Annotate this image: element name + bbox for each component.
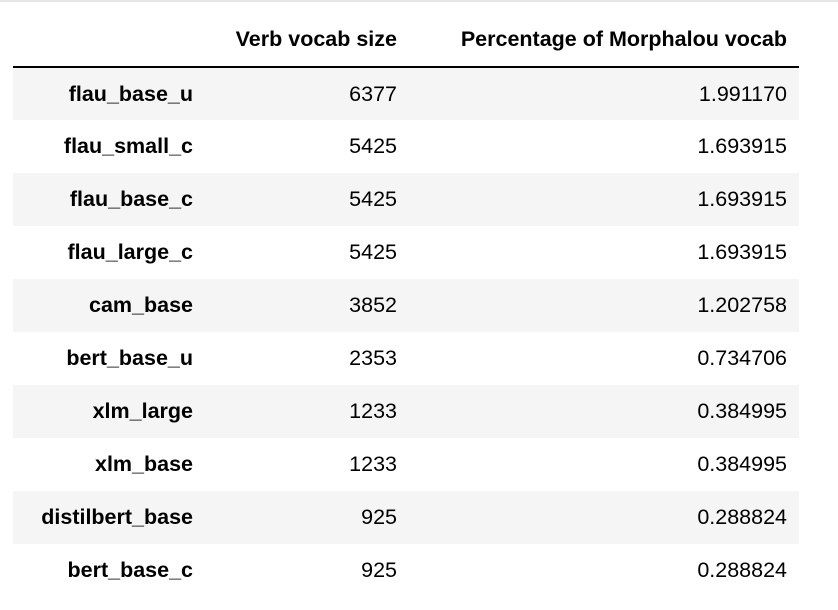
cell-percentage: 1.693915 xyxy=(697,240,787,264)
table-row: flau_base_u 6377 1.991170 xyxy=(13,67,799,120)
row-index: flau_base_c xyxy=(69,187,193,211)
cell-percentage: 1.693915 xyxy=(697,134,787,158)
table-row: bert_base_c 925 0.288824 xyxy=(13,544,799,597)
header-row: Verb vocab size Percentage of Morphalou … xyxy=(13,13,799,68)
row-index: bert_base_c xyxy=(67,558,194,582)
table-row: flau_small_c 5425 1.693915 xyxy=(13,120,799,173)
cell-percentage: 0.384995 xyxy=(697,452,787,476)
table-row: bert_base_u 2353 0.734706 xyxy=(13,332,799,385)
row-index: xlm_large xyxy=(92,399,193,423)
row-index: flau_base_u xyxy=(68,81,193,106)
table-row: flau_base_c 5425 1.693915 xyxy=(13,173,799,226)
row-index: flau_large_c xyxy=(67,240,193,264)
table-row: xlm_base 1233 0.384995 xyxy=(13,438,799,491)
table-row: cam_base 3852 1.202758 xyxy=(13,279,799,332)
cell-percentage: 0.734706 xyxy=(697,346,787,370)
dataframe-table: Verb vocab size Percentage of Morphalou … xyxy=(13,13,799,597)
cell-verb-vocab-size: 1233 xyxy=(349,399,397,423)
cell-percentage: 1.991170 xyxy=(698,81,787,106)
cell-verb-vocab-size: 5425 xyxy=(349,240,397,264)
row-index: flau_small_c xyxy=(63,134,193,158)
table-row: flau_large_c 5425 1.693915 xyxy=(13,226,799,279)
header-percentage: Percentage of Morphalou vocab xyxy=(409,13,799,68)
header-verb-vocab-size: Verb vocab size xyxy=(205,13,409,68)
cell-verb-vocab-size: 3852 xyxy=(349,293,397,317)
cell-percentage: 0.384995 xyxy=(697,399,787,423)
cell-percentage: 1.202758 xyxy=(697,293,787,317)
cell-percentage: 0.288824 xyxy=(697,558,787,582)
table-body: flau_base_u 6377 1.991170 flau_small_c 5… xyxy=(13,67,799,597)
table-row: xlm_large 1233 0.384995 xyxy=(13,385,799,438)
table-row: distilbert_base 925 0.288824 xyxy=(13,491,799,544)
row-index: cam_base xyxy=(89,293,193,317)
cell-verb-vocab-size: 5425 xyxy=(349,134,397,158)
row-index: distilbert_base xyxy=(41,505,193,529)
cell-verb-vocab-size: 1233 xyxy=(349,452,397,476)
table-header: Verb vocab size Percentage of Morphalou … xyxy=(13,13,799,68)
cell-percentage: 1.693915 xyxy=(697,187,787,211)
header-index xyxy=(13,13,205,68)
cell-verb-vocab-size: 925 xyxy=(361,505,397,529)
cell-verb-vocab-size: 2353 xyxy=(349,346,397,370)
cell-verb-vocab-size: 5425 xyxy=(349,187,397,211)
cell-verb-vocab-size: 925 xyxy=(361,558,397,582)
cell-percentage: 0.288824 xyxy=(697,505,787,529)
row-index: xlm_base xyxy=(94,452,193,476)
row-index: bert_base_u xyxy=(66,346,193,370)
output-top-divider xyxy=(0,0,838,2)
cell-verb-vocab-size: 6377 xyxy=(349,81,397,106)
